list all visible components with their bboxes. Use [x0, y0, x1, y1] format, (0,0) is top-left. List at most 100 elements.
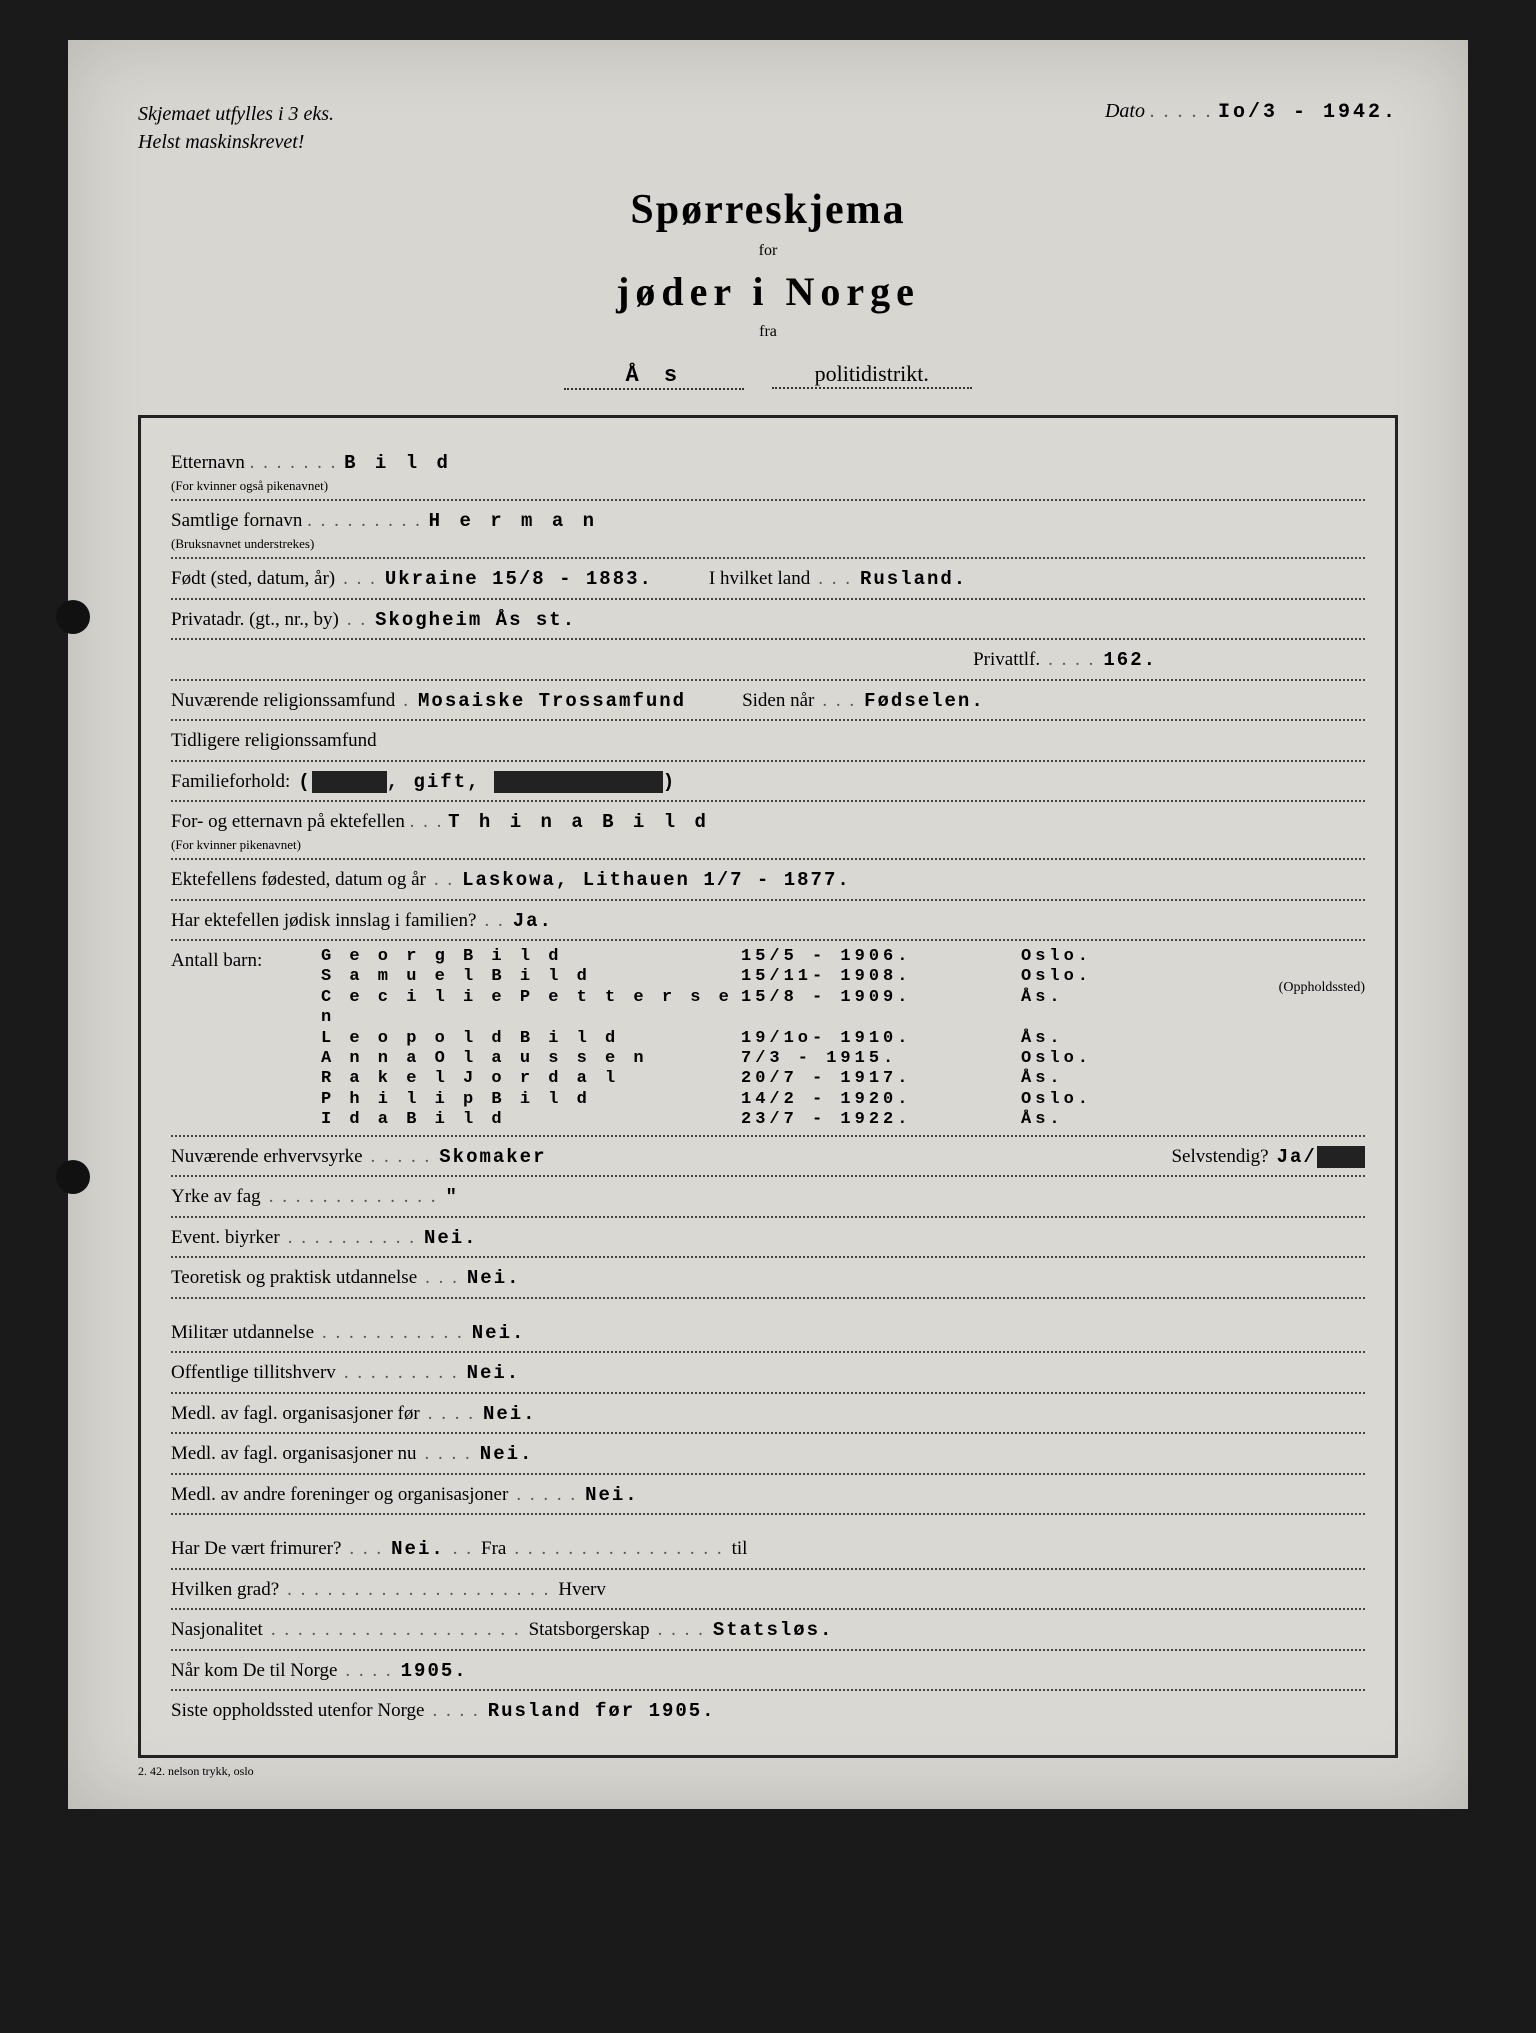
- note-line1: Skjemaet utfylles i 3 eks.: [138, 100, 334, 128]
- child-row: R a k e l J o r d a l20/7 - 1917.Ås.: [321, 1069, 1279, 1089]
- privattlf-label: Privattlf.: [973, 646, 1040, 675]
- note-line2: Helst maskinskrevet!: [138, 128, 334, 156]
- selvstendig-label: Selvstendig?: [1171, 1143, 1268, 1172]
- militar-label: Militær utdannelse: [171, 1319, 314, 1348]
- etternavn-sublabel: (For kvinner også pikenavnet): [171, 476, 452, 496]
- privattlf-value: 162.: [1103, 646, 1157, 675]
- nuv-rel-label: Nuværende religionssamfund: [171, 687, 395, 716]
- row-fornavn: Samtlige fornavn . . . . . . . . . H e r…: [171, 501, 1365, 559]
- child-name: S a m u e l B i l d: [321, 967, 741, 987]
- child-date: 7/3 - 1915.: [741, 1049, 1021, 1069]
- child-name: G e o r g B i l d: [321, 947, 741, 967]
- fagl-for-value: Nei.: [483, 1400, 537, 1429]
- frimurer-value: Nei.: [391, 1535, 445, 1564]
- row-tidl-religion: Tidligere religionssamfund: [171, 721, 1365, 762]
- row-ekt-fodested: Ektefellens fødested, datum og år . . La…: [171, 860, 1365, 901]
- child-date: 19/1o- 1910.: [741, 1029, 1021, 1049]
- privatadr-label: Privatadr. (gt., nr., by): [171, 606, 339, 635]
- oppholdssted-label: (Oppholdssted): [1279, 947, 1365, 998]
- child-place: Ås.: [1021, 1069, 1064, 1089]
- hvilket-land-label: I hvilket land: [709, 565, 810, 594]
- child-date: 15/11- 1908.: [741, 967, 1021, 987]
- andre-for-value: Nei.: [585, 1481, 639, 1510]
- child-name: P h i l i p B i l d: [321, 1090, 741, 1110]
- nuv-rel-value: Mosaiske Trossamfund: [418, 687, 686, 716]
- ekt-fodested-value: Laskowa, Lithauen 1/7 - 1877.: [462, 866, 851, 895]
- title-fra: fra: [138, 323, 1398, 341]
- nar-kom-value: 1905.: [401, 1657, 468, 1686]
- title-block: Spørreskjema for jøder i Norge fra Å s p…: [138, 186, 1398, 390]
- fornavn-sublabel: (Bruksnavnet understrekes): [171, 534, 598, 554]
- child-date: 23/7 - 1922.: [741, 1110, 1021, 1130]
- child-place: Oslo.: [1021, 967, 1092, 987]
- district-value: Å s: [625, 363, 683, 388]
- child-row: S a m u e l B i l d15/11- 1908.Oslo.: [321, 967, 1279, 987]
- child-date: 14/2 - 1920.: [741, 1090, 1021, 1110]
- nar-kom-label: Når kom De til Norge: [171, 1657, 337, 1686]
- punch-hole: [56, 600, 90, 634]
- erhverv-value: Skomaker: [439, 1143, 546, 1172]
- title-for: for: [138, 242, 1398, 260]
- row-siste-opph: Siste oppholdssted utenfor Norge . . . .…: [171, 1691, 1365, 1730]
- child-row: G e o r g B i l d15/5 - 1906.Oslo.: [321, 947, 1279, 967]
- child-name: L e o p o l d B i l d: [321, 1029, 741, 1049]
- child-row: C e c i l i e P e t t e r s e n15/8 - 19…: [321, 988, 1279, 1029]
- row-etternavn: Etternavn . . . . . . . B i l d (For kvi…: [171, 443, 1365, 501]
- children-list: G e o r g B i l d15/5 - 1906.Oslo.S a m …: [301, 947, 1279, 1131]
- child-place: Oslo.: [1021, 947, 1092, 967]
- child-name: C e c i l i e P e t t e r s e n: [321, 988, 741, 1029]
- siste-opph-label: Siste oppholdssted utenfor Norge: [171, 1697, 425, 1726]
- statsborgerskap-label: Statsborgerskap: [529, 1616, 650, 1645]
- nasjonalitet-label: Nasjonalitet: [171, 1616, 263, 1645]
- row-privattlf: Privattlf. . . . . 162.: [171, 640, 1365, 681]
- child-name: I d a B i l d: [321, 1110, 741, 1130]
- row-antall-barn: Antall barn: G e o r g B i l d15/5 - 190…: [171, 941, 1365, 1137]
- statsborgerskap-value: Statsløs.: [713, 1616, 834, 1645]
- district-line: Å s politidistrikt.: [138, 361, 1398, 390]
- famforhold-label: Familieforhold:: [171, 768, 290, 797]
- child-name: R a k e l J o r d a l: [321, 1069, 741, 1089]
- selvstendig-value: Ja/Nei: [1277, 1143, 1365, 1172]
- fodt-value: Ukraine 15/8 - 1883.: [385, 565, 653, 594]
- ektefelle-label: For- og etternavn på ektefellen: [171, 811, 405, 832]
- siste-opph-value: Rusland før 1905.: [488, 1697, 716, 1726]
- date-field: Dato . . . . . Io/3 - 1942.: [1105, 100, 1398, 156]
- child-name: A n n a O l a u s s e n: [321, 1049, 741, 1069]
- famforhold-value: (Ugift, gift, XXXXXXXXXXXX): [298, 768, 676, 797]
- tidl-rel-label: Tidligere religionssamfund: [171, 727, 377, 756]
- row-frimurer: Har De vært frimurer? . . . Nei. . . Fra…: [171, 1529, 1365, 1570]
- row-erhverv: Nuværende erhvervsyrke . . . . . Skomake…: [171, 1137, 1365, 1178]
- andre-for-label: Medl. av andre foreninger og organisasjo…: [171, 1481, 508, 1510]
- row-yrke-fag: Yrke av fag . . . . . . . . . . . . . ": [171, 1177, 1365, 1218]
- child-row: P h i l i p B i l d14/2 - 1920.Oslo.: [321, 1090, 1279, 1110]
- child-place: Oslo.: [1021, 1049, 1092, 1069]
- form-box: Etternavn . . . . . . . B i l d (For kvi…: [138, 415, 1398, 1758]
- punch-hole: [56, 1160, 90, 1194]
- row-fagl-nu: Medl. av fagl. organisasjoner nu . . . .…: [171, 1434, 1365, 1475]
- etternavn-value: B i l d: [344, 452, 452, 474]
- child-row: L e o p o l d B i l d19/1o- 1910.Ås.: [321, 1029, 1279, 1049]
- row-fagl-for: Medl. av fagl. organisasjoner før . . . …: [171, 1394, 1365, 1435]
- ekt-jodisk-label: Har ektefellen jødisk innslag i familien…: [171, 907, 476, 936]
- row-nuv-religion: Nuværende religionssamfund . Mosaiske Tr…: [171, 681, 1365, 722]
- row-nasjonalitet: Nasjonalitet . . . . . . . . . . . . . .…: [171, 1610, 1365, 1651]
- tillitshverv-value: Nei.: [467, 1359, 521, 1388]
- tillitshverv-label: Offentlige tillitshverv: [171, 1359, 336, 1388]
- district-label: politidistrikt.: [815, 361, 929, 386]
- til-label: til: [732, 1535, 748, 1564]
- militar-value: Nei.: [472, 1319, 526, 1348]
- child-row: A n n a O l a u s s e n7/3 - 1915.Oslo.: [321, 1049, 1279, 1069]
- row-utdannelse: Teoretisk og praktisk utdannelse . . . N…: [171, 1258, 1365, 1299]
- child-place: Ås.: [1021, 1110, 1064, 1130]
- child-date: 20/7 - 1917.: [741, 1069, 1021, 1089]
- fornavn-label: Samtlige fornavn: [171, 510, 302, 531]
- title-sub: jøder i Norge: [138, 268, 1398, 315]
- row-andre-foreninger: Medl. av andre foreninger og organisasjo…: [171, 1475, 1365, 1516]
- row-familieforhold: Familieforhold: (Ugift, gift, XXXXXXXXXX…: [171, 762, 1365, 803]
- yrke-fag-label: Yrke av fag: [171, 1183, 261, 1212]
- hverv-label: Hverv: [558, 1576, 605, 1605]
- instructions: Skjemaet utfylles i 3 eks. Helst maskins…: [138, 100, 334, 156]
- dato-label: Dato: [1105, 100, 1145, 122]
- child-row: I d a B i l d23/7 - 1922.Ås.: [321, 1110, 1279, 1130]
- ektefelle-sublabel: (For kvinner pikenavnet): [171, 835, 710, 855]
